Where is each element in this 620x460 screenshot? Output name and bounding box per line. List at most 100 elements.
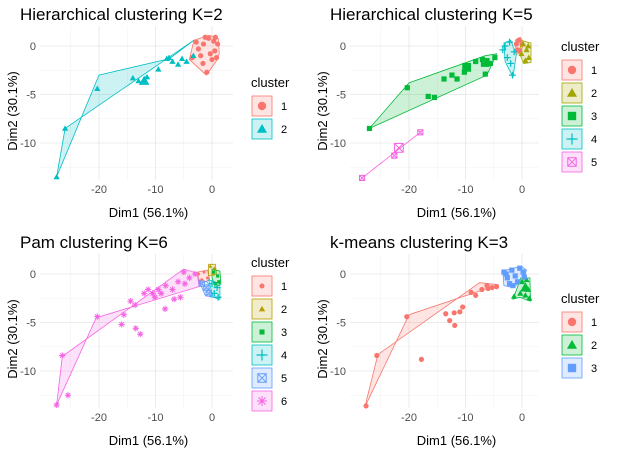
point-cluster-6	[181, 280, 188, 287]
point-cluster-2	[178, 55, 186, 61]
point-cluster-1	[404, 314, 410, 320]
point-cluster-6	[149, 290, 156, 297]
point-cluster-2	[165, 54, 173, 60]
y-tick-label: -10	[20, 138, 36, 150]
point-cluster-3	[514, 279, 521, 285]
x-tick-label: 0	[209, 412, 215, 424]
point-cluster-5	[359, 174, 366, 182]
legend-marker-2	[256, 123, 268, 133]
points-cluster-1	[189, 34, 221, 75]
point-cluster-1	[202, 270, 206, 274]
point-cluster-4	[210, 290, 218, 297]
point-cluster-3	[454, 76, 460, 82]
point-cluster-3	[431, 94, 438, 101]
point-cluster-2	[94, 85, 101, 92]
points-cluster-4	[499, 38, 518, 79]
point-cluster-3	[506, 281, 513, 287]
x-tick-label: -10	[148, 412, 164, 424]
point-cluster-2	[517, 290, 524, 296]
panel-1: Hierarchical clustering K=2 -20 -10 0 0 -5 -10…	[5, 5, 290, 220]
point-cluster-3	[510, 283, 516, 289]
point-cluster-6	[174, 278, 182, 285]
point-cluster-2	[525, 54, 532, 60]
legend: cluster 1 2 3	[561, 291, 600, 379]
point-cluster-4	[506, 38, 513, 46]
chart-title: k-means clustering K=3	[330, 233, 508, 252]
point-cluster-1	[484, 283, 490, 289]
point-cluster-2	[522, 292, 529, 298]
hull-cluster-1	[364, 282, 499, 408]
points-cluster-5	[359, 129, 424, 182]
points-cluster-6	[53, 268, 199, 409]
x-tick-label: -10	[458, 412, 474, 424]
legend-marker-1	[259, 283, 265, 289]
point-cluster-6	[191, 270, 199, 278]
point-cluster-3	[517, 265, 523, 271]
chart-title: Pam clustering K=6	[20, 233, 168, 252]
point-cluster-6	[171, 296, 178, 303]
points-cluster-2	[53, 52, 197, 180]
legend-label-1: 1	[281, 281, 287, 293]
y-tick-label: 0	[30, 269, 36, 281]
point-cluster-1	[215, 41, 221, 47]
point-cluster-1	[205, 276, 210, 280]
point-cluster-6	[53, 401, 60, 409]
point-cluster-3	[482, 71, 488, 77]
point-cluster-1	[200, 60, 206, 67]
grid	[350, 26, 539, 180]
legend-label-4: 4	[591, 134, 597, 146]
center-cluster-3	[462, 62, 472, 72]
point-cluster-2	[518, 278, 526, 285]
point-cluster-6	[145, 286, 152, 293]
legend-title: cluster	[561, 291, 600, 306]
legend-marker-2	[258, 305, 266, 312]
point-cluster-1	[473, 292, 479, 298]
legend-marker-5	[567, 157, 577, 167]
point-cluster-6	[169, 286, 176, 293]
x-axis-label: Dim1 (56.1%)	[109, 433, 188, 448]
legend-label-1: 1	[591, 65, 597, 77]
point-cluster-6	[162, 282, 169, 289]
legend-marker-5	[257, 373, 267, 383]
point-cluster-4	[503, 54, 511, 62]
y-tick-label: -10	[330, 366, 346, 378]
legend-label-5: 5	[281, 373, 287, 385]
y-tick-label: -10	[330, 138, 346, 150]
point-cluster-2	[523, 46, 530, 53]
point-cluster-3	[216, 274, 220, 278]
legend-marker-3	[567, 363, 577, 373]
point-cluster-4	[214, 293, 222, 301]
point-cluster-3	[404, 85, 410, 91]
point-cluster-3	[503, 271, 509, 277]
point-cluster-1	[198, 53, 204, 59]
point-cluster-1	[443, 311, 449, 317]
legend-title: cluster	[251, 75, 290, 90]
point-cluster-1	[193, 39, 199, 45]
legend-label-3: 3	[281, 327, 287, 339]
point-cluster-2	[211, 272, 216, 276]
legend-label-4: 4	[281, 350, 287, 362]
panel-2: Hierarchical clustering K=5 -20 -10 0 0 -5 -10…	[315, 5, 600, 220]
point-cluster-2	[526, 295, 533, 301]
y-axis-label: Dim2 (30.1%)	[315, 299, 330, 378]
y-tick-label: 0	[30, 41, 36, 53]
points-cluster-3	[366, 55, 498, 132]
point-cluster-4	[510, 48, 518, 56]
point-cluster-1	[200, 41, 207, 47]
legend-marker-3	[567, 111, 577, 121]
legend-marker-1	[257, 101, 267, 111]
x-axis-label: Dim1 (56.1%)	[417, 205, 496, 220]
y-tick-label: -5	[336, 90, 346, 102]
point-cluster-2	[155, 66, 162, 72]
legend-marker-1	[567, 65, 577, 75]
point-cluster-3	[449, 72, 455, 78]
point-cluster-1	[196, 272, 200, 276]
point-cluster-2	[61, 125, 69, 131]
point-cluster-1	[195, 46, 202, 52]
point-cluster-3	[212, 270, 216, 274]
point-cluster-6	[118, 321, 125, 328]
point-cluster-2	[522, 57, 529, 63]
x-tick-label: -10	[458, 184, 474, 196]
point-cluster-1	[451, 310, 457, 316]
